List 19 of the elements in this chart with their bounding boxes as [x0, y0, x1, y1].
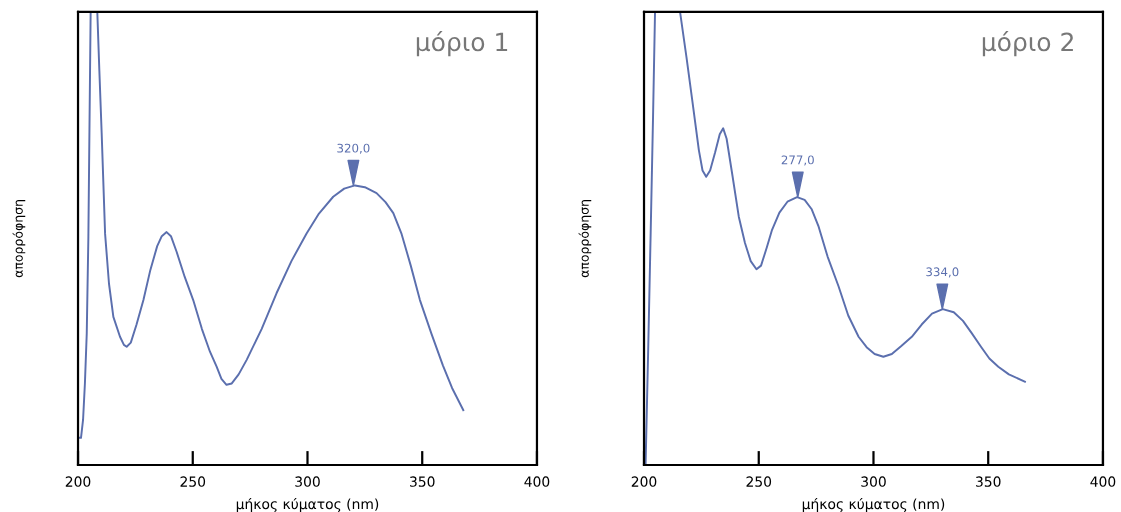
x-tick-label: 400: [1090, 476, 1116, 487]
x-tick-label: 350: [410, 476, 435, 487]
x-tick-label: 300: [295, 476, 320, 487]
annotation: 334,0: [926, 267, 959, 278]
x-tick-label: 250: [746, 476, 772, 487]
x-axis-title: μήκος κύματος (nm): [802, 497, 945, 512]
annotation: 320,0: [337, 143, 370, 154]
y-axis-title: απορρόφηση: [578, 200, 592, 278]
x-axis-title: μήκος κύματος (nm): [236, 497, 379, 512]
y-axis-title: απορρόφηση: [12, 200, 26, 278]
x-tick-label: 400: [524, 476, 550, 487]
annotation: 277,0: [781, 155, 814, 166]
x-tick-label: 200: [631, 476, 657, 487]
x-tick-label: 250: [180, 476, 206, 487]
x-tick-label: 350: [976, 476, 1001, 487]
text: μόριο 1: [416, 31, 508, 57]
x-tick-label: 200: [65, 476, 91, 487]
x-tick-label: 300: [861, 476, 886, 487]
text: μόριο 2: [982, 31, 1073, 57]
